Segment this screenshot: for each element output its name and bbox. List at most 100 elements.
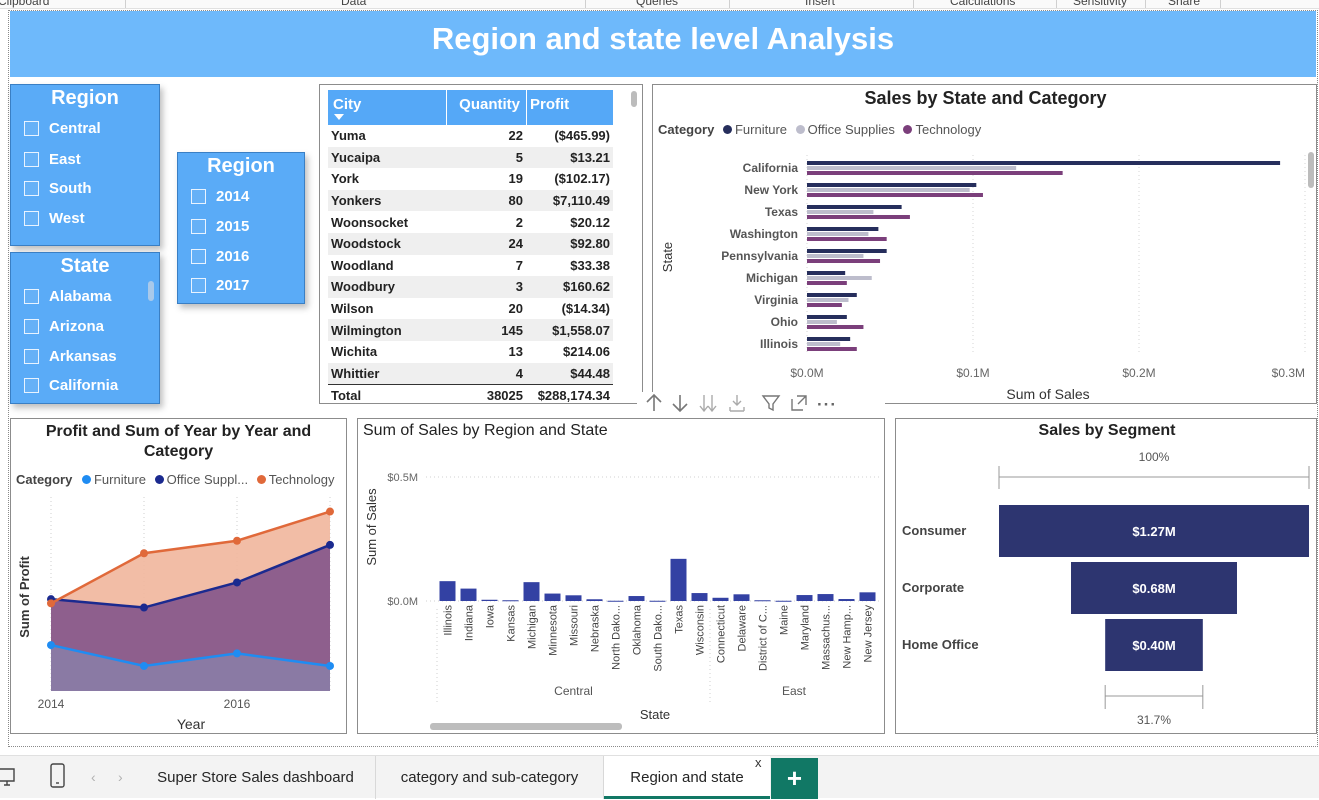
legend-item[interactable]: Office Supplies <box>807 122 895 137</box>
arrow-up-icon[interactable] <box>645 393 663 418</box>
series-line <box>50 643 331 668</box>
bar <box>807 259 881 263</box>
checkbox[interactable] <box>24 152 39 167</box>
bar <box>807 337 851 341</box>
page-tab-category[interactable]: category and sub-category <box>376 756 604 799</box>
column-header-profit[interactable]: Profit <box>530 96 570 113</box>
sales-by-state-chart: $0.0M $0.1M $0.2M $0.3M California New York Te… <box>660 155 1306 402</box>
sort-descending-icon[interactable] <box>334 114 344 120</box>
filter-icon[interactable] <box>761 393 781 418</box>
tab-scroll-left-icon[interactable]: ‹ <box>91 769 96 785</box>
report-title: Region and state level Analysis <box>10 11 1316 77</box>
slicer-item-arkansas[interactable]: Arkansas <box>24 348 117 365</box>
column-header-city[interactable]: City <box>333 96 362 113</box>
checkbox[interactable] <box>24 211 39 226</box>
ribbon-label-queries: Queries <box>636 0 679 8</box>
checkbox[interactable] <box>191 189 206 204</box>
legend-item[interactable]: Furniture <box>93 472 147 487</box>
slicer-item-alabama[interactable]: Alabama <box>24 288 112 305</box>
bar <box>807 183 977 187</box>
checkbox[interactable] <box>191 278 206 293</box>
checkbox[interactable] <box>24 319 39 334</box>
bar <box>807 347 857 351</box>
table-row[interactable]: Yucaipa 5 $13.21 <box>328 146 613 169</box>
ribbon-label-calculations: Calculations <box>950 0 1016 8</box>
slicer-item-west[interactable]: West <box>24 210 85 227</box>
checkbox[interactable] <box>24 349 39 364</box>
desktop-layout-icon[interactable] <box>0 765 18 794</box>
slicer-item-2014[interactable]: 2014 <box>191 188 249 205</box>
table-row[interactable]: York 19 ($102.17) <box>331 171 610 187</box>
checkbox[interactable] <box>24 378 39 393</box>
checkbox[interactable] <box>24 289 39 304</box>
bar <box>523 582 540 601</box>
checkbox[interactable] <box>24 121 39 136</box>
checkbox[interactable] <box>191 219 206 234</box>
x-tick-label: Massachus... <box>821 605 833 670</box>
slicer-item-east[interactable]: East <box>24 151 81 168</box>
slicer-item-2015[interactable]: 2015 <box>191 218 249 235</box>
bar <box>838 599 855 601</box>
page-tab-region-state[interactable]: Region and state <box>604 756 770 799</box>
slicer-item-2017[interactable]: 2017 <box>191 277 249 294</box>
table-row[interactable]: Yuma 22 ($465.99) <box>331 128 610 144</box>
slicer-item-california[interactable]: California <box>24 377 118 394</box>
bar <box>807 342 841 346</box>
y-tick-label: $0.0M <box>387 596 418 608</box>
x-tick-label: 2016 <box>224 697 251 711</box>
slicer-item-south[interactable]: South <box>24 180 92 197</box>
page-tab-super-store[interactable]: Super Store Sales dashboard <box>136 756 376 799</box>
tab-scroll-right-icon[interactable]: › <box>118 769 123 785</box>
table-row[interactable]: Yonkers 80 $7,110.49 <box>328 189 613 212</box>
slicer-item-arizona[interactable]: Arizona <box>24 318 104 335</box>
double-arrow-down-icon[interactable] <box>697 393 719 418</box>
checkbox[interactable] <box>191 249 206 264</box>
focus-mode-icon[interactable] <box>789 393 809 418</box>
table-row[interactable]: Woodstock 24 $92.80 <box>328 232 613 255</box>
x-axis-title: Year <box>177 716 206 732</box>
mobile-layout-icon[interactable] <box>49 763 67 794</box>
table-row[interactable]: Woodland 7 $33.38 <box>331 257 610 273</box>
series-line <box>50 543 331 609</box>
legend-marker <box>81 475 91 484</box>
table-row[interactable]: Woonsocket 2 $20.12 <box>331 214 610 230</box>
table-total-row: Total 38025 $288,174.34 <box>328 384 613 406</box>
legend-title: Category <box>658 122 715 137</box>
table-row[interactable]: Wilmington 145 $1,558.07 <box>328 319 613 341</box>
data-point <box>47 599 55 608</box>
checkbox[interactable] <box>24 181 39 196</box>
bar <box>807 281 847 285</box>
funnel-category-label: Corporate <box>902 580 964 595</box>
close-tab-icon[interactable]: x <box>755 755 762 770</box>
funnel-top-label: 100% <box>1139 450 1170 464</box>
table-row[interactable]: Woodbury 3 $160.62 <box>328 276 613 298</box>
ribbon-label-data: Data <box>341 0 367 8</box>
arrow-down-icon[interactable] <box>671 393 689 418</box>
page-tab-bar: ‹ › Super Store Sales dashboard category… <box>0 755 1319 799</box>
state-slicer-title: State <box>60 255 110 277</box>
column-header-quantity[interactable]: Quantity <box>459 96 520 113</box>
more-options-icon[interactable]: ··· <box>817 395 837 414</box>
table-row[interactable]: Whittier 4 $44.48 <box>328 362 613 385</box>
legend-item[interactable]: Furniture <box>734 122 788 137</box>
state-slicer-scrollbar[interactable] <box>148 281 154 301</box>
table-row[interactable]: Wilson 20 ($14.34) <box>331 301 610 317</box>
chart-scrollbar[interactable] <box>1308 152 1314 188</box>
slicer-item-central[interactable]: Central <box>24 120 101 137</box>
table-scrollbar[interactable] <box>631 91 637 107</box>
table-row[interactable]: Wichita 13 $214.06 <box>331 344 610 360</box>
slicer-item-2016[interactable]: 2016 <box>191 248 249 265</box>
legend-item[interactable]: Technology <box>268 472 335 487</box>
bar <box>807 249 887 253</box>
bar <box>807 227 879 231</box>
add-page-button[interactable]: + <box>771 758 818 799</box>
legend-item[interactable]: Technology <box>915 122 982 137</box>
y-tick-label: Michigan <box>746 271 798 285</box>
horizontal-scrollbar[interactable] <box>430 723 622 730</box>
bar <box>649 600 666 602</box>
legend-item[interactable]: Office Suppl... <box>166 472 249 487</box>
bar <box>565 595 582 601</box>
expand-hierarchy-icon[interactable] <box>727 393 747 418</box>
funnel-value-label: $0.68M <box>1132 581 1175 596</box>
y-tick-label: Illinois <box>760 337 798 351</box>
